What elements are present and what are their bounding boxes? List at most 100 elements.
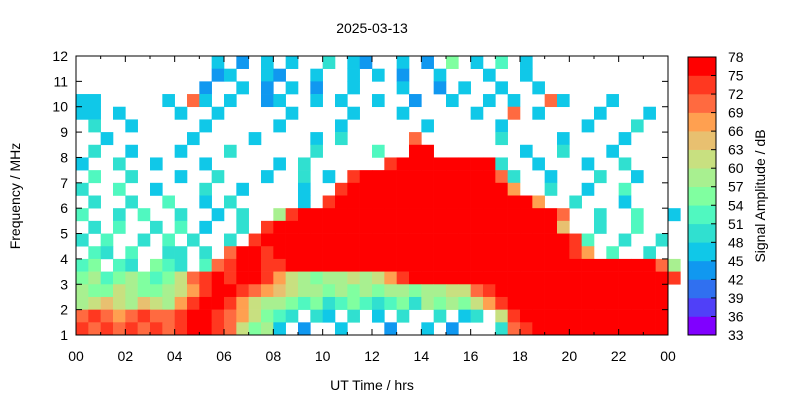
heatmap-cell [224, 296, 237, 310]
heatmap-cell [285, 56, 299, 69]
heatmap-cell [372, 144, 385, 158]
heatmap-cell [298, 233, 311, 247]
heatmap-cell [187, 322, 200, 336]
heatmap-cell [174, 106, 188, 120]
heatmap-cell [495, 56, 508, 69]
heatmap-cell [606, 284, 619, 298]
heatmap-cell [113, 309, 126, 323]
heatmap-cell [569, 233, 582, 247]
heatmap-cell [273, 119, 286, 133]
y-tick-label: 8 [60, 149, 68, 165]
heatmap-cell [100, 233, 114, 247]
heatmap-cell [421, 144, 434, 158]
heatmap-cell [421, 195, 434, 209]
x-tick-label: 08 [266, 348, 282, 364]
heatmap-cell [557, 220, 570, 234]
heatmap [76, 56, 681, 336]
heatmap-cell [421, 296, 434, 310]
heatmap-cell [310, 81, 323, 95]
heatmap-cell [137, 271, 151, 285]
heatmap-cell [618, 132, 632, 146]
heatmap-cell [507, 284, 521, 298]
heatmap-cell [100, 296, 114, 310]
heatmap-cell [285, 284, 299, 298]
heatmap-cell [409, 144, 422, 158]
heatmap-cell [433, 271, 447, 285]
heatmap-cell [631, 284, 644, 298]
colorbar-tick-label: 72 [728, 86, 744, 102]
heatmap-cell [581, 322, 595, 336]
heatmap-cell [150, 182, 163, 196]
heatmap-cell [507, 233, 521, 247]
heatmap-cell [174, 309, 188, 323]
heatmap-cell [409, 284, 422, 298]
heatmap-cell [88, 94, 101, 108]
heatmap-cell [113, 157, 126, 171]
heatmap-cell [125, 246, 138, 260]
heatmap-cell [322, 271, 336, 285]
heatmap-cell [557, 144, 570, 158]
heatmap-cell [446, 284, 459, 298]
heatmap-cell [137, 322, 151, 336]
colorbar-segment [688, 242, 716, 262]
x-tick-label: 20 [562, 348, 578, 364]
heatmap-cell [76, 309, 89, 323]
heatmap-cell [285, 208, 299, 222]
heatmap-cell [76, 322, 89, 336]
heatmap-cell [248, 132, 262, 146]
heatmap-cell [520, 220, 533, 234]
heatmap-cell [273, 208, 286, 222]
heatmap-cell [88, 170, 101, 184]
heatmap-cell [298, 220, 311, 234]
heatmap-cell [507, 322, 521, 336]
heatmap-cell [310, 309, 323, 323]
heatmap-cell [359, 195, 373, 209]
x-tick-label: 22 [611, 348, 627, 364]
heatmap-cell [322, 56, 336, 69]
heatmap-cell [273, 220, 286, 234]
heatmap-cell [433, 208, 447, 222]
colorbar-tick-label: 33 [728, 327, 744, 343]
heatmap-cell [335, 94, 348, 108]
heatmap-cell [372, 246, 385, 260]
heatmap-cell [76, 94, 89, 108]
colorbar-tick-label: 48 [728, 234, 744, 250]
heatmap-cell [446, 170, 459, 184]
heatmap-cell [544, 284, 558, 298]
heatmap-cell [495, 271, 508, 285]
heatmap-cell [520, 246, 533, 260]
heatmap-cell [655, 284, 669, 298]
heatmap-cell [372, 284, 385, 298]
x-tick-label: 04 [167, 348, 183, 364]
heatmap-cell [446, 296, 459, 310]
heatmap-cell [421, 182, 434, 196]
heatmap-cell [322, 309, 336, 323]
heatmap-cell [495, 182, 508, 196]
heatmap-cell [458, 246, 471, 260]
heatmap-cell [372, 182, 385, 196]
heatmap-cell [618, 296, 632, 310]
heatmap-cell [618, 271, 632, 285]
x-tick-label: 14 [414, 348, 430, 364]
heatmap-cell [199, 94, 212, 108]
heatmap-cell [150, 258, 163, 272]
heatmap-cell [421, 258, 434, 272]
x-axis: 00 02 04 06 08 10 12 14 16 18 20 22 00 [68, 56, 676, 364]
heatmap-cell [125, 322, 138, 336]
heatmap-cell [520, 68, 533, 82]
heatmap-cell [125, 271, 138, 285]
heatmap-cell [261, 170, 274, 184]
heatmap-cell [174, 284, 188, 298]
heatmap-cell [396, 157, 410, 171]
heatmap-cell [285, 233, 299, 247]
heatmap-cell [211, 296, 225, 310]
heatmap-cell [557, 258, 570, 272]
heatmap-cell [211, 322, 225, 336]
heatmap-cell [470, 233, 484, 247]
heatmap-cell [581, 119, 595, 133]
heatmap-cell [631, 322, 644, 336]
heatmap-cell [150, 271, 163, 285]
heatmap-cell [446, 56, 459, 69]
heatmap-cell [495, 132, 508, 146]
